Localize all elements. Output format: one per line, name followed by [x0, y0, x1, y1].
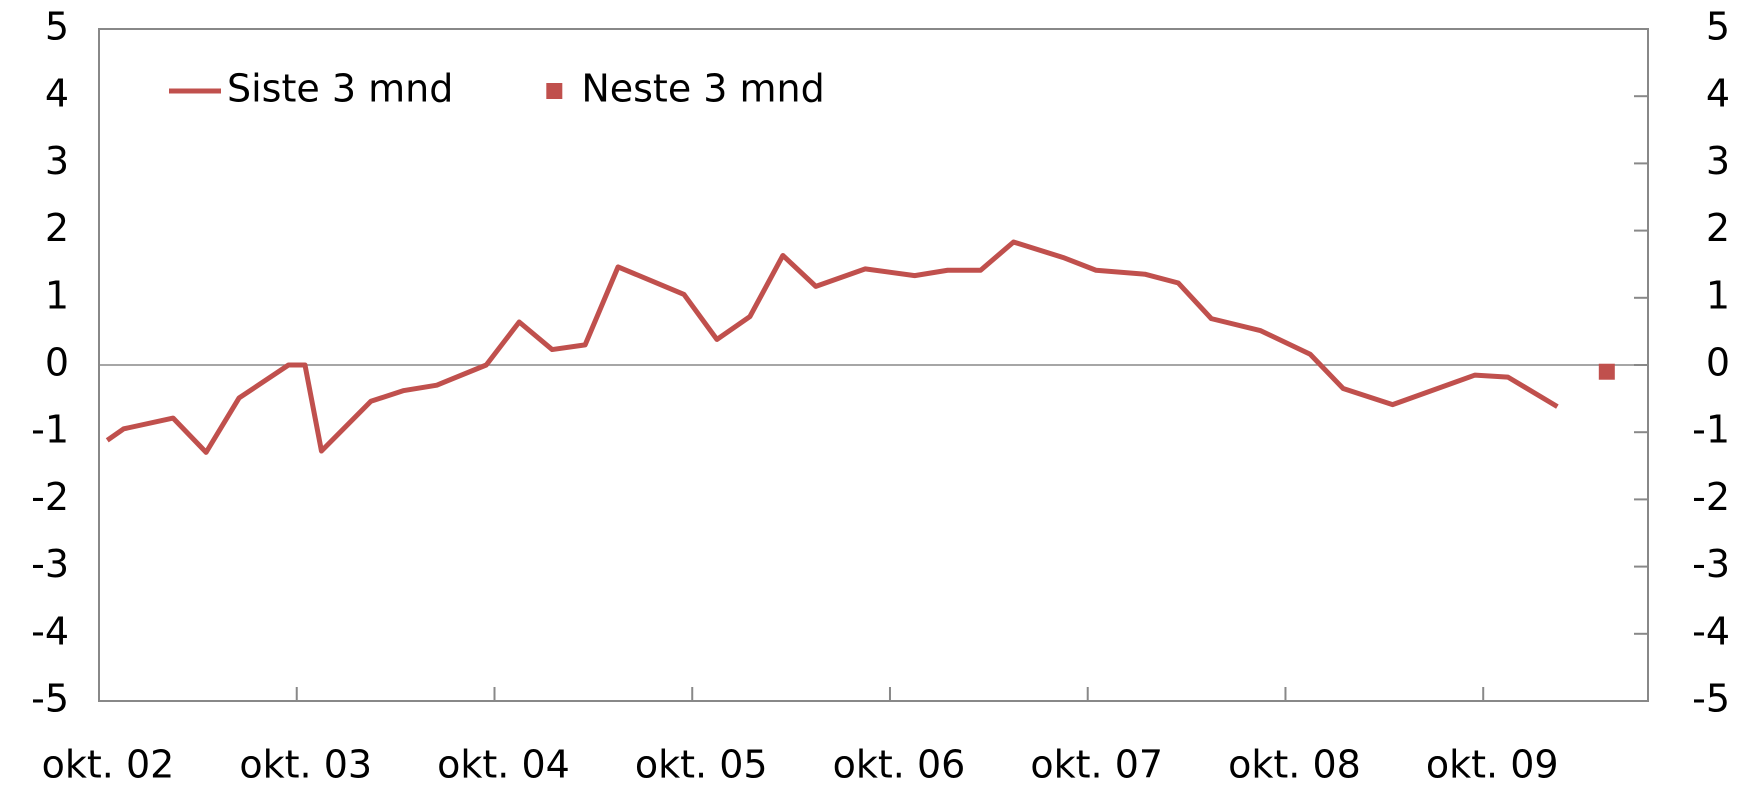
y-tick-label: 3: [45, 139, 69, 183]
y-tick-label: 5: [45, 5, 69, 49]
y2-tick-label: -3: [1692, 542, 1730, 586]
x-tick-label: okt. 03: [239, 743, 372, 787]
y2-tick-label: -2: [1692, 475, 1730, 519]
legend-label: Siste 3 mnd: [227, 67, 453, 111]
y-tick-label: -5: [31, 677, 69, 721]
y-tick-label: -3: [31, 542, 69, 586]
series-marker: [1598, 363, 1615, 380]
y-tick-label: 0: [45, 341, 69, 385]
y2-tick-label: 3: [1706, 139, 1730, 183]
y2-tick-label: -4: [1692, 609, 1730, 653]
x-tick-label: okt. 07: [1030, 743, 1163, 787]
y-tick-label: 1: [45, 273, 69, 317]
x-tick-label: okt. 06: [833, 743, 966, 787]
y2-tick-label: 1: [1706, 273, 1730, 317]
y2-tick-label: 0: [1706, 341, 1730, 385]
y-tick-label: -2: [31, 475, 69, 519]
x-tick-label: okt. 08: [1228, 743, 1361, 787]
y-tick-label: 2: [45, 206, 69, 250]
x-tick-label: okt. 09: [1426, 743, 1559, 787]
x-tick-label: okt. 04: [437, 743, 570, 787]
y-tick-label: -1: [31, 408, 69, 452]
legend-swatch: [546, 83, 563, 99]
y-tick-label: 4: [45, 72, 69, 116]
series-line: [105, 239, 1559, 455]
x-tick-label: okt. 02: [42, 743, 175, 787]
y2-tick-label: 5: [1706, 5, 1730, 49]
y2-tick-label: -1: [1692, 408, 1730, 452]
y2-tick-label: 2: [1706, 206, 1730, 250]
x-tick-label: okt. 05: [635, 743, 768, 787]
y-tick-label: -4: [31, 609, 69, 653]
y2-tick-label: -5: [1692, 677, 1730, 721]
y2-tick-label: 4: [1706, 72, 1730, 116]
legend-label: Neste 3 mnd: [581, 67, 824, 111]
